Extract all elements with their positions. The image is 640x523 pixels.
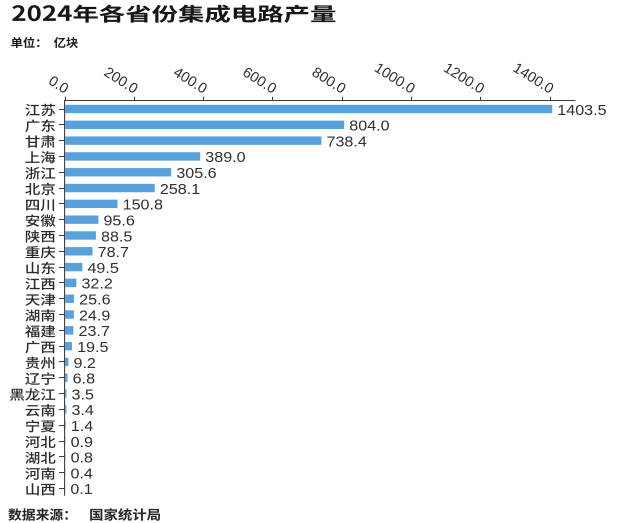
svg-text:88.5: 88.5: [101, 229, 133, 245]
svg-text:9.2: 9.2: [73, 355, 95, 371]
svg-text:3.4: 3.4: [71, 403, 94, 419]
svg-text:1403.5: 1403.5: [557, 102, 607, 118]
svg-text:32.2: 32.2: [81, 276, 112, 292]
svg-text:6.8: 6.8: [73, 371, 96, 387]
svg-text:24.9: 24.9: [79, 308, 110, 324]
svg-text:25.6: 25.6: [79, 292, 111, 308]
svg-text:78.7: 78.7: [98, 244, 129, 260]
svg-text:150.8: 150.8: [123, 197, 164, 213]
svg-text:95.6: 95.6: [103, 213, 135, 229]
svg-text:305.6: 305.6: [176, 165, 217, 181]
svg-text:3.5: 3.5: [72, 387, 95, 403]
svg-text:0.1: 0.1: [70, 482, 92, 498]
svg-text:1.4: 1.4: [71, 418, 94, 434]
svg-text:0.4: 0.4: [70, 466, 93, 482]
svg-text:49.5: 49.5: [87, 260, 119, 276]
svg-text:19.5: 19.5: [77, 339, 109, 355]
svg-text:258.1: 258.1: [160, 181, 200, 197]
svg-text:738.4: 738.4: [327, 134, 368, 150]
svg-text:23.7: 23.7: [79, 324, 110, 340]
svg-text:0.8: 0.8: [71, 450, 94, 466]
svg-text:0.9: 0.9: [71, 434, 93, 450]
svg-text:804.0: 804.0: [349, 118, 390, 134]
svg-text:389.0: 389.0: [205, 150, 246, 166]
